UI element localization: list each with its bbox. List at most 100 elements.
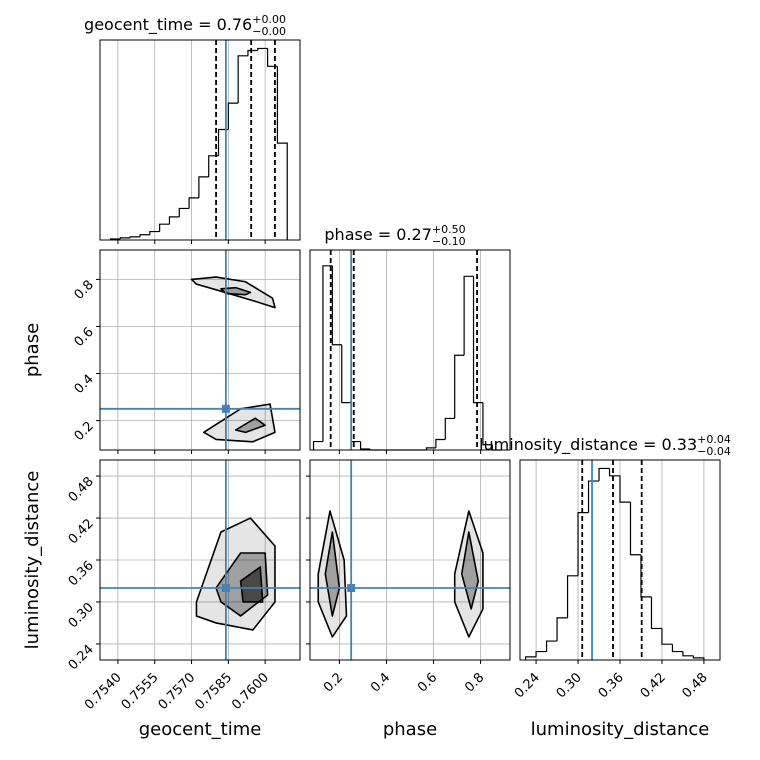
histogram-bin [619,475,631,503]
title-sub: −0.00 [252,25,286,38]
title-sup: +0.04 [697,433,731,446]
x-tick-label: 0.30 [554,670,585,701]
panel-title: geocent_time = 0.76+0.00 −0.00 [84,13,286,38]
histogram-bin [671,644,683,653]
contour [234,417,266,434]
histogram-bin [566,575,579,618]
histogram-bin [188,197,199,209]
contour [203,403,276,443]
x-axis-title: phase [383,719,437,740]
histogram-bin [472,276,483,404]
histogram-bin [247,49,258,56]
histogram-bin [587,480,600,513]
y-tick-label: 0.42 [66,516,97,547]
y-tick-label: 0.48 [66,474,97,505]
title-main: geocent_time = 0.76 [84,15,252,35]
x-tick-label: 0.36 [596,670,627,701]
histogram-bin [598,467,610,482]
histogram-bin [198,176,209,198]
histogram-bin [149,230,160,235]
histogram-bin [322,265,333,442]
x-tick-label: 0.48 [680,670,711,701]
x-tick-label: 0.2 [321,670,346,695]
y-axis-title: luminosity_distance [22,471,43,650]
panel-frame [309,249,511,451]
histogram-bin [577,512,589,576]
panel-frame [99,459,301,661]
title-sup: +0.00 [252,13,286,26]
y-tick-label: 0.24 [66,642,97,673]
histogram-bin [629,502,641,556]
title-main: phase = 0.27 [324,225,431,244]
truth-marker [347,583,356,592]
panel-frame [519,459,721,661]
histogram-bin [454,354,465,419]
histogram-bin [168,216,180,225]
x-tick-label: 0.7600 [229,670,272,713]
x-tick-label: 0.24 [512,670,543,701]
title-sub: −0.04 [697,445,731,458]
x-tick-label: 0.7555 [119,670,162,713]
histogram-bin [545,640,558,652]
histogram-bin [650,596,662,630]
panel-frame [99,249,301,451]
histogram-bin [341,344,352,404]
x-tick-label: 0.42 [638,670,669,701]
y-tick-label: 0.36 [66,558,97,589]
x-tick-label: 0.4 [368,670,393,695]
contour [460,531,480,610]
histogram-bin [482,402,493,446]
panel-frame [99,39,301,241]
x-axis-title: geocent_time [139,719,262,740]
contour [317,510,348,638]
contour [453,510,484,638]
truth-marker [221,583,230,592]
x-tick-label: 0.7570 [156,670,199,713]
histogram-bin [359,441,370,450]
histogram-bin [524,656,537,660]
histogram-bin [267,48,278,67]
histogram-bin [661,628,673,645]
histogram-bin [682,651,694,657]
histogram-bin [312,440,323,450]
histogram-bin [227,102,239,130]
x-tick-label: 0.8 [462,670,487,695]
histogram-bin [119,237,131,239]
histogram-bin [463,275,474,356]
y-tick-label: 0.30 [66,600,97,631]
y-tick-label: 0.6 [72,325,97,350]
x-tick-label: 0.7540 [82,670,125,713]
histogram-bin [208,155,219,177]
y-tick-label: 0.2 [72,419,97,444]
y-tick-label: 0.8 [72,278,97,303]
histogram-bin [444,417,455,440]
histogram-bin [178,207,190,217]
histogram-bin [435,438,446,448]
histogram-bin [331,265,342,346]
histogram-bin [535,650,547,657]
title-main: luminosity_distance = 0.33 [479,435,697,455]
histogram-bin [129,236,140,238]
histogram-bin [350,402,361,443]
histogram-bin [159,223,170,232]
x-tick-label: 0.6 [415,670,440,695]
histogram-bin [608,468,620,477]
panel-frame [309,459,511,661]
histogram-bin [276,66,288,240]
histogram-bin [217,128,229,156]
title-sup: +0.50 [432,223,466,236]
contour [239,566,264,603]
histogram-bin [139,234,150,237]
y-axis-title: phase [22,323,43,377]
histogram-bin [425,447,436,450]
x-tick-label: 0.7585 [192,670,235,713]
x-axis-title: luminosity_distance [531,719,710,740]
panel-title: luminosity_distance = 0.33+0.04 −0.04 [479,433,731,458]
y-tick-label: 0.4 [72,372,97,397]
title-sub: −0.10 [432,235,466,248]
histogram-bin [257,47,268,51]
histogram-bin [556,617,568,642]
histogram-bin [237,55,248,104]
histogram-bin [692,655,705,660]
